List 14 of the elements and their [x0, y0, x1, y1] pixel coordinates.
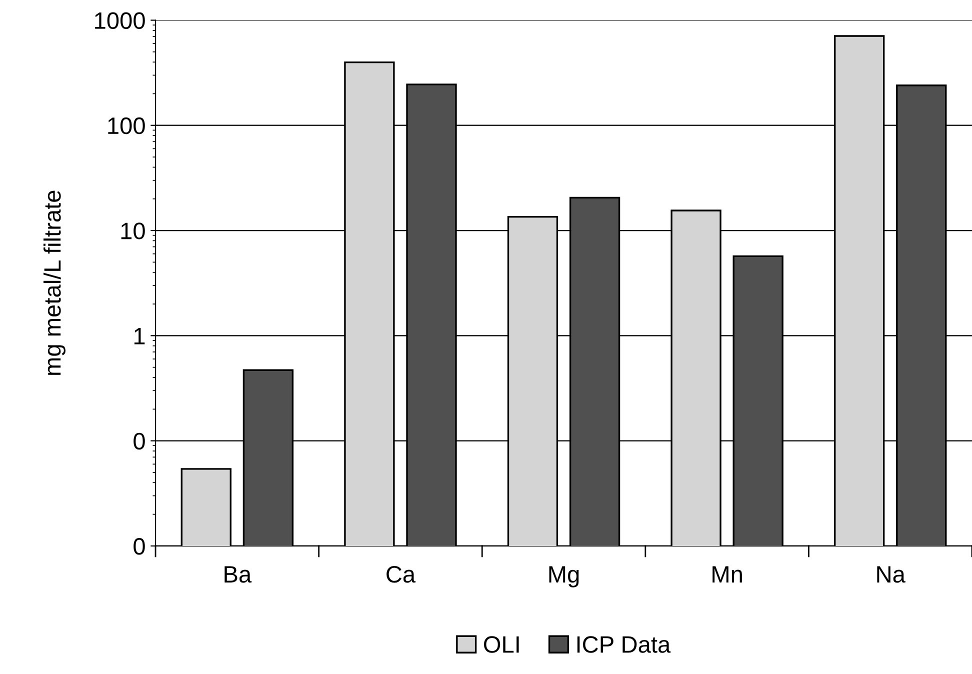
y-tick-label: 0: [134, 538, 145, 555]
x-tick-label: Na: [877, 566, 906, 583]
y-tick-label: 0: [134, 432, 145, 450]
y-tick-label: 100: [108, 117, 145, 134]
x-tick-label: Mg: [549, 566, 579, 588]
y-tick-label: 1000: [95, 12, 145, 30]
x-tick-label: Ca: [386, 566, 416, 583]
y-axis-title: mg metal/L filtrate: [43, 190, 66, 375]
y-tick-label: 1: [134, 328, 145, 344]
y-tick-label: 10: [121, 222, 145, 240]
x-tick-label: Mn: [712, 566, 742, 582]
legend-label: ICP Data: [577, 636, 671, 653]
x-tick-label: Ba: [224, 566, 252, 583]
legend-label: OLI: [484, 636, 519, 653]
